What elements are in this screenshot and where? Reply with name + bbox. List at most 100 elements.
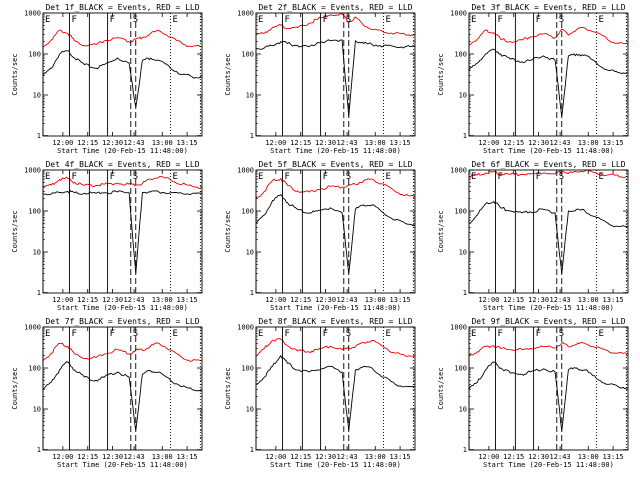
event-marker-label: F [536,15,541,25]
x-tick-label: 13:15 [603,296,624,304]
plot-frame [42,326,203,451]
event-marker-label: F [498,329,503,339]
events-series-line [468,361,629,431]
event-marker-label: E [386,15,391,25]
y-tick-label: 1 [250,289,254,297]
detector-panel: Det 4f_BLACK = Events, RED = LLD 1 10 100 10… [11,160,203,312]
x-tick-label: 12:30 [102,139,123,147]
event-marker-label: F [498,172,503,182]
x-tick-label: 12:15 [503,453,524,461]
event-marker-label: F [110,329,115,339]
x-tick-label: 12:43 [550,139,571,147]
x-tick-label: 12:43 [124,139,145,147]
x-axis-label: Start Time (20-Feb-15 11:48:00) [483,147,614,155]
y-tick-label: 100 [28,365,41,373]
detector-panel: Det 9f_BLACK = Events, RED = LLD 1 10 100 10… [437,317,629,469]
event-marker-label: E [45,329,50,339]
x-tick-label: 12:43 [337,453,358,461]
x-tick-label: 13:00 [152,296,173,304]
y-tick-label: 10 [246,92,254,100]
lld-series-line [255,13,416,37]
event-marker-label: E [173,15,178,25]
events-series-line [468,200,629,274]
y-axis-label: Counts/sec [11,210,19,252]
panel-title: Det 9f_BLACK = Events, RED = LLD [471,317,625,326]
y-tick-label: 1000 [450,10,467,18]
x-axis-label: Start Time (20-Feb-15 11:48:00) [57,461,188,469]
lld-series-line [42,29,203,48]
event-marker-label: S [133,15,138,25]
lld-series-line [468,26,629,46]
panel-title: Det 8f_BLACK = Events, RED = LLD [258,317,412,326]
event-marker-label: F [72,172,77,182]
events-series-line [255,194,416,274]
y-tick-label: 100 [241,365,254,373]
event-marker-label: F [285,15,290,25]
event-marker-label: S [133,329,138,339]
x-tick-label: 12:30 [102,453,123,461]
x-tick-label: 13:00 [152,453,173,461]
event-marker-label: F [72,15,77,25]
y-tick-label: 100 [454,208,467,216]
y-tick-label: 10 [459,406,467,414]
y-tick-label: 100 [454,51,467,59]
lld-series-line [255,338,416,357]
lld-series-line [468,169,629,178]
detector-panel: Det 6f_BLACK = Events, RED = LLD 1 10 100 10… [437,160,629,312]
detector-panel: Det 5f_BLACK = Events, RED = LLD 1 10 100 10… [224,160,416,312]
detector-panel: Det 1f_BLACK = Events, RED = LLD 1 10 100 10… [11,3,203,155]
event-marker-label: S [559,329,564,339]
detector-panel: Det 3f_BLACK = Events, RED = LLD 1 10 100 10… [437,3,629,155]
x-tick-label: 13:00 [365,453,386,461]
x-tick-label: 13:00 [365,139,386,147]
y-axis-label: Counts/sec [437,53,445,95]
x-tick-label: 13:00 [578,453,599,461]
plot-frame [468,12,629,137]
event-marker-label: E [471,329,476,339]
x-tick-label: 12:15 [290,453,311,461]
panel-title: Det 1f_BLACK = Events, RED = LLD [45,3,199,12]
event-marker-label: E [258,329,263,339]
event-marker-label: F [498,15,503,25]
x-tick-label: 13:15 [177,139,198,147]
x-tick-label: 12:43 [337,139,358,147]
event-marker-label: E [599,172,604,182]
x-tick-label: 13:00 [365,296,386,304]
event-marker-label: E [45,15,50,25]
event-marker-label: E [258,15,263,25]
panel-title: Det 4f_BLACK = Events, RED = LLD [45,160,199,169]
event-marker-label: S [559,172,564,182]
y-axis-label: Counts/sec [437,367,445,409]
y-tick-label: 10 [459,92,467,100]
events-series-line [255,39,416,117]
y-tick-label: 1000 [450,324,467,332]
x-tick-label: 12:00 [265,139,286,147]
event-marker-label: E [471,172,476,182]
y-tick-label: 10 [33,406,41,414]
y-tick-label: 1 [37,446,41,454]
lld-series-line [468,341,629,356]
plot-frame [42,169,203,294]
y-tick-label: 10 [459,249,467,257]
y-tick-label: 1 [250,132,254,140]
y-axis-label: Counts/sec [224,210,232,252]
plot-frame [42,12,203,137]
x-tick-label: 13:15 [177,296,198,304]
event-marker-label: F [285,329,290,339]
y-tick-label: 1000 [24,10,41,18]
y-tick-label: 100 [241,51,254,59]
x-tick-label: 12:15 [503,139,524,147]
y-axis-label: Counts/sec [224,367,232,409]
x-tick-label: 12:15 [77,453,98,461]
event-marker-label: F [536,329,541,339]
x-tick-label: 12:00 [265,296,286,304]
x-tick-label: 12:30 [528,296,549,304]
x-tick-label: 12:30 [102,296,123,304]
event-marker-label: F [110,172,115,182]
event-marker-label: E [45,172,50,182]
events-series-line [42,189,203,274]
y-tick-label: 1000 [24,167,41,175]
x-tick-label: 12:30 [528,139,549,147]
event-marker-label: F [323,172,328,182]
